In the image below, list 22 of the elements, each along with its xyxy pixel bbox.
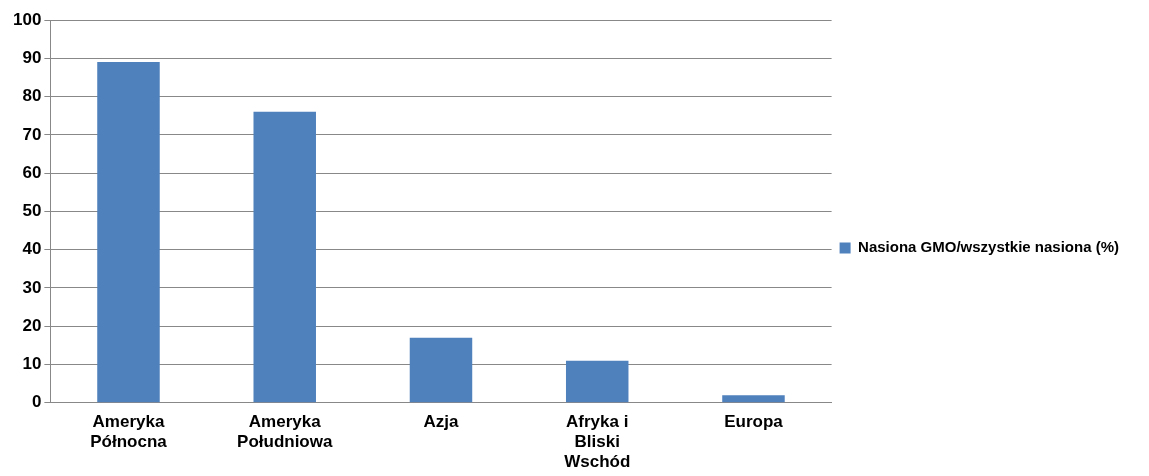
x-tick-label: Europa xyxy=(724,411,784,431)
y-tick-label: 20 xyxy=(22,315,42,335)
y-tick-label: 70 xyxy=(22,124,42,144)
y-tick-label: 80 xyxy=(22,86,42,106)
x-tick-label: Afryka i Bliski Wschód xyxy=(564,411,631,472)
y-tick-label: 100 xyxy=(12,9,42,29)
x-tick-label: Ameryka Północna xyxy=(90,411,168,452)
y-tick-label: 0 xyxy=(31,392,42,412)
y-tick-label: 40 xyxy=(22,239,42,259)
y-tick-label: 60 xyxy=(22,162,42,182)
bar xyxy=(409,337,473,403)
y-tick-label: 90 xyxy=(22,47,42,67)
y-tick-label: 50 xyxy=(22,201,42,221)
x-tick-label: Azja xyxy=(423,411,459,431)
bar xyxy=(97,62,160,403)
bar xyxy=(722,395,785,403)
bar xyxy=(253,111,316,403)
x-tick-label: Ameryka Południowa xyxy=(237,411,333,452)
y-tick-label: 10 xyxy=(22,354,42,374)
y-tick-label: 30 xyxy=(22,277,42,297)
bar xyxy=(565,360,629,403)
legend-label: Nasiona GMO/wszystkie nasiona (%) xyxy=(858,238,1119,256)
